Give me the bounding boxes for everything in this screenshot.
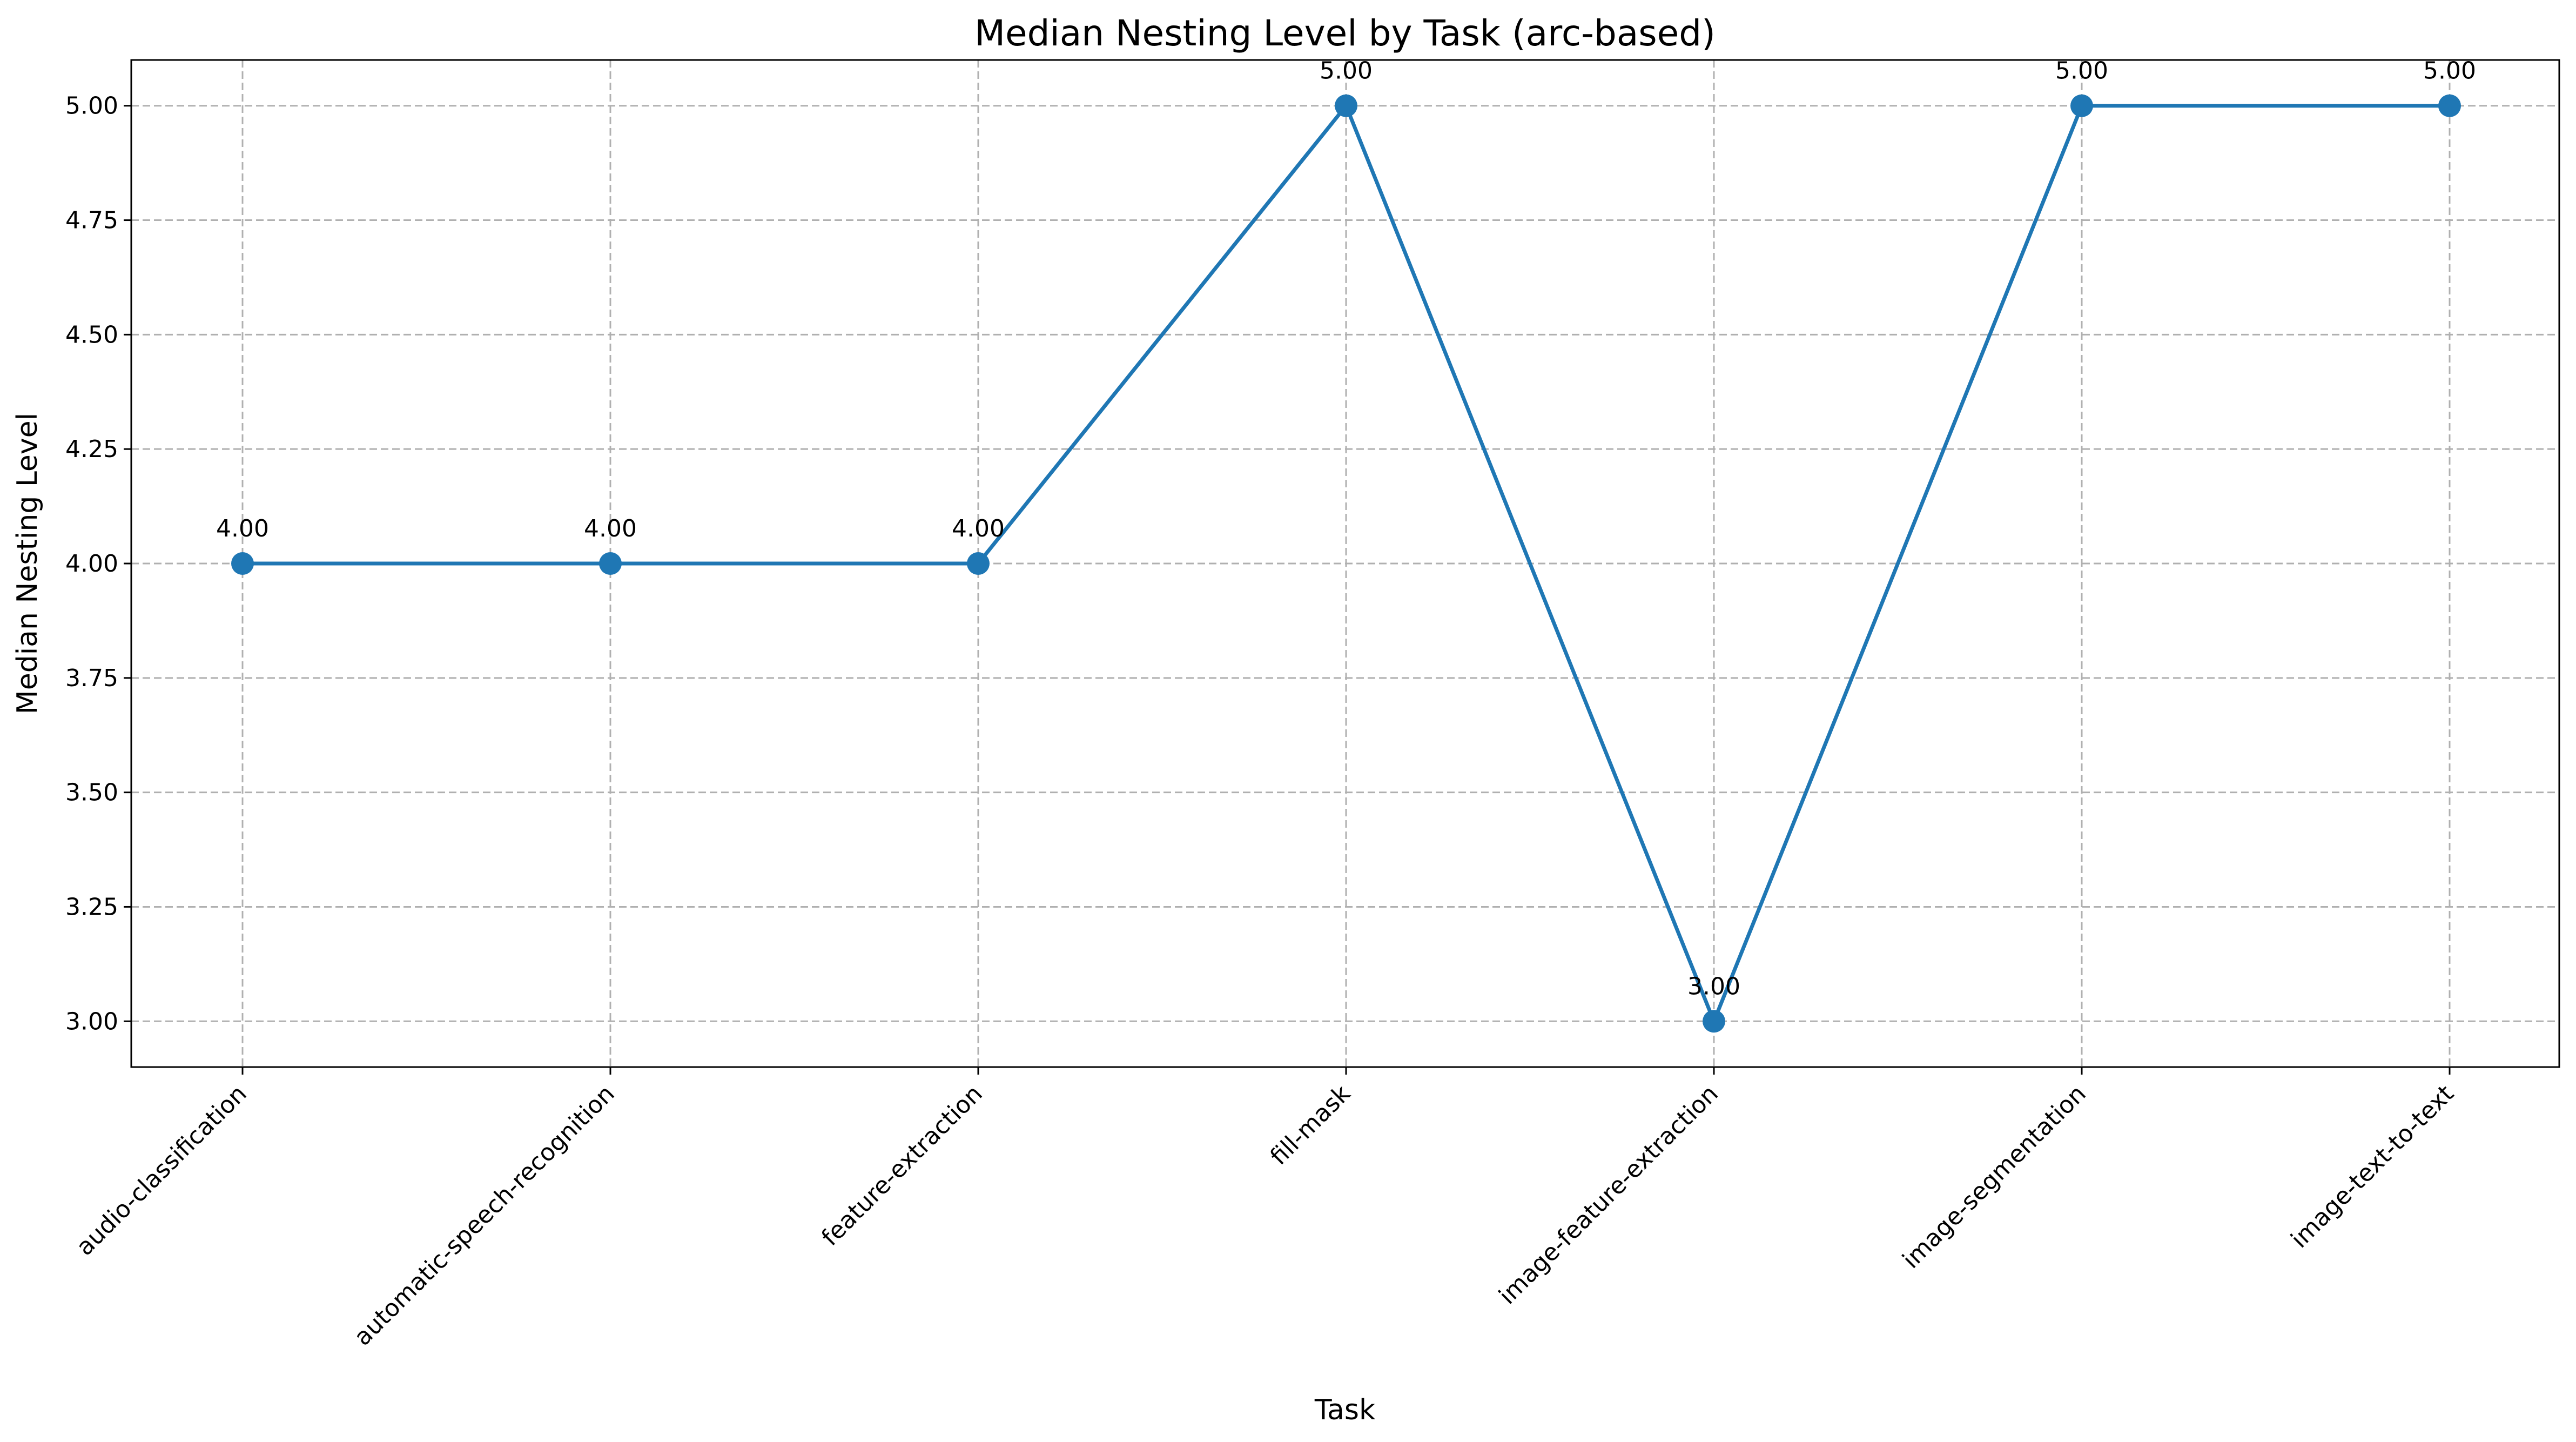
x-tick-label: image-segmentation bbox=[1897, 1080, 2091, 1274]
x-tick-label: image-text-to-text bbox=[2285, 1080, 2459, 1253]
series-task-nesting bbox=[231, 94, 2461, 1033]
data-label: 5.00 bbox=[2423, 57, 2476, 85]
data-point bbox=[1703, 1010, 1725, 1033]
x-tick-label: audio-classification bbox=[71, 1080, 252, 1261]
y-tick-label: 3.25 bbox=[65, 893, 118, 921]
data-label: 4.00 bbox=[952, 515, 1005, 542]
y-axis-label: Median Nesting Level bbox=[11, 413, 44, 714]
y-tick-label: 4.75 bbox=[65, 207, 118, 234]
y-tick-label: 3.75 bbox=[65, 665, 118, 692]
data-label: 5.00 bbox=[2055, 57, 2108, 85]
y-tick-label: 3.00 bbox=[65, 1008, 118, 1035]
data-point bbox=[967, 552, 990, 575]
data-point bbox=[599, 552, 622, 575]
x-axis-ticks: audio-classification automatic-speech-rec… bbox=[71, 1067, 2459, 1351]
data-point bbox=[231, 552, 254, 575]
data-label: 4.00 bbox=[216, 515, 269, 542]
data-point bbox=[1335, 94, 1357, 117]
chart-title: Median Nesting Level by Task (arc-based) bbox=[974, 12, 1716, 54]
y-axis-ticks: 3.00 3.25 3.50 3.75 4.00 4.25 4.50 4.75 5.00 bbox=[65, 92, 131, 1035]
data-label: 4.00 bbox=[584, 515, 637, 542]
y-tick-label: 4.50 bbox=[65, 321, 118, 348]
data-label: 5.00 bbox=[1320, 57, 1373, 85]
data-label: 3.00 bbox=[1687, 972, 1740, 1000]
y-tick-label: 4.00 bbox=[65, 550, 118, 578]
data-point bbox=[2070, 94, 2093, 117]
data-point bbox=[2438, 94, 2461, 117]
y-tick-label: 4.25 bbox=[65, 435, 118, 463]
y-tick-label: 5.00 bbox=[65, 92, 118, 120]
x-tick-label: fill-mask bbox=[1265, 1079, 1356, 1170]
y-tick-label: 3.50 bbox=[65, 779, 118, 807]
data-labels: 4.00 4.00 4.00 5.00 3.00 5.00 5.00 bbox=[216, 57, 2476, 1001]
x-tick-label: image-feature-extraction bbox=[1494, 1080, 1724, 1310]
x-axis-label: Task bbox=[1314, 1394, 1375, 1426]
x-tick-label: automatic-speech-recognition bbox=[349, 1080, 620, 1351]
x-tick-label: feature-extraction bbox=[816, 1080, 987, 1251]
